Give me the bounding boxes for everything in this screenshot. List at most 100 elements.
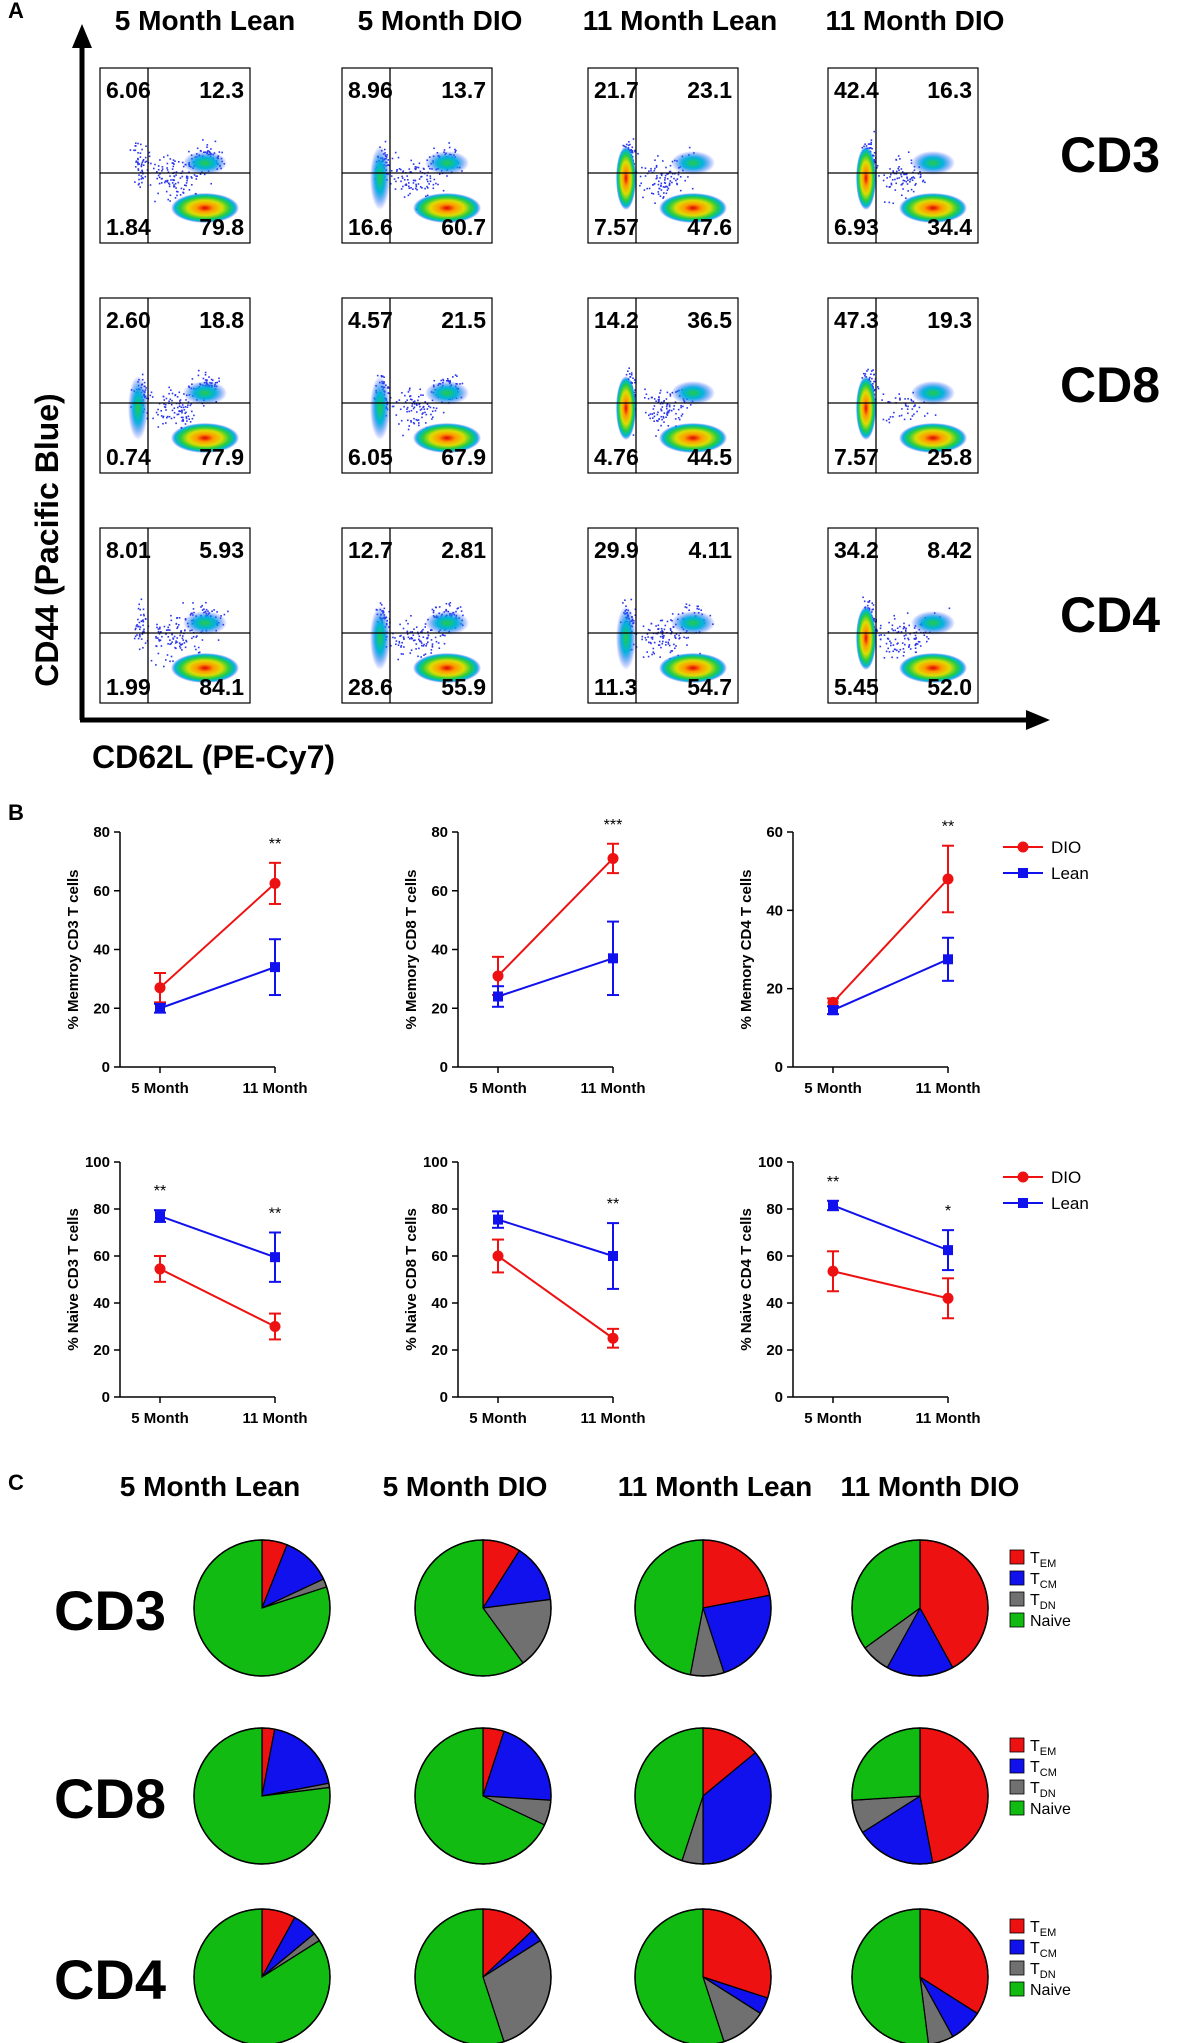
flow-event xyxy=(455,149,457,152)
flow-event xyxy=(668,644,671,647)
flow-event xyxy=(408,168,411,170)
flow-event xyxy=(666,178,669,180)
flow-event xyxy=(631,151,634,153)
flow-event xyxy=(406,175,408,177)
flow-event xyxy=(883,657,886,659)
flow-event xyxy=(648,641,650,644)
flow-event xyxy=(138,182,140,185)
flow-event xyxy=(905,197,907,199)
flow-event xyxy=(899,158,901,160)
flow-density xyxy=(856,596,967,683)
flow-event xyxy=(864,143,866,145)
flow-event xyxy=(876,167,878,169)
flow-event xyxy=(902,182,904,185)
flow-em-hotspot xyxy=(616,146,636,210)
flow-event xyxy=(151,396,154,398)
flow-event xyxy=(675,179,677,182)
flow-event xyxy=(907,405,909,408)
flow-event xyxy=(652,408,655,410)
flow-plot: 6.06 12.31.84 79.8 xyxy=(99,67,251,244)
flow-event xyxy=(172,638,175,640)
flow-plot: 14.2 36.54.76 44.5 xyxy=(587,297,739,474)
flow-event xyxy=(412,182,415,184)
flow-event xyxy=(170,179,172,181)
flow-event xyxy=(434,636,437,639)
flow-event xyxy=(204,374,207,376)
flow-event xyxy=(161,170,163,172)
flow-event xyxy=(903,173,906,175)
flow-event xyxy=(431,643,434,645)
flow-event xyxy=(892,171,895,173)
flow-event xyxy=(663,628,666,631)
flow-event xyxy=(419,388,421,391)
flow-event xyxy=(426,403,429,405)
flow-event xyxy=(912,190,915,193)
flow-event xyxy=(167,198,169,201)
flow-event xyxy=(915,642,917,645)
flow-event xyxy=(413,400,416,402)
flow-quadrant-value: 34.4 xyxy=(927,214,972,240)
flow-event xyxy=(658,418,660,420)
flow-event xyxy=(907,190,909,192)
flow-event xyxy=(170,614,172,617)
flow-event xyxy=(424,401,426,403)
flow-event xyxy=(885,419,888,422)
flow-naive-hotspot xyxy=(659,193,727,223)
flow-event xyxy=(144,642,147,644)
flow-event xyxy=(409,395,412,397)
flow-event xyxy=(176,627,178,630)
flow-event xyxy=(392,636,394,639)
flow-event xyxy=(165,422,167,424)
flow-quadrant-value: 18.8 xyxy=(199,307,244,333)
flow-event xyxy=(409,192,411,195)
flow-event xyxy=(417,399,419,402)
flow-event xyxy=(443,642,446,645)
flow-event xyxy=(429,175,432,177)
flow-event xyxy=(652,193,655,195)
flow-event xyxy=(177,191,179,193)
flow-naive-hotspot xyxy=(659,423,727,453)
flow-quadrant-value: 16.3 xyxy=(927,77,972,103)
flow-event xyxy=(879,645,882,648)
flow-event xyxy=(887,631,890,633)
flow-event xyxy=(434,606,437,609)
flow-event xyxy=(630,374,633,376)
flow-event xyxy=(170,389,172,391)
flow-event xyxy=(678,634,680,637)
flow-event xyxy=(141,169,143,172)
flow-event xyxy=(432,183,435,186)
flow-event xyxy=(910,399,913,402)
flow-event xyxy=(205,601,207,604)
flow-event xyxy=(160,415,163,417)
flow-event xyxy=(916,410,918,413)
flow-density xyxy=(856,368,967,453)
flow-event xyxy=(409,387,411,390)
flow-event xyxy=(662,160,664,162)
flow-event xyxy=(659,195,662,197)
flow-column-header: 5 Month DIO xyxy=(358,5,523,36)
flow-event xyxy=(410,637,413,640)
flow-event xyxy=(915,651,917,654)
flow-event xyxy=(376,374,379,377)
flow-event xyxy=(400,634,402,637)
flow-event xyxy=(422,645,425,647)
flow-event xyxy=(664,179,666,181)
flow-event xyxy=(415,167,417,170)
flow-event xyxy=(184,646,187,649)
flow-event xyxy=(902,655,905,657)
flow-event xyxy=(645,411,647,414)
flow-event xyxy=(185,416,188,418)
flow-event xyxy=(685,603,688,605)
flow-event xyxy=(221,151,223,154)
flow-event xyxy=(448,146,451,149)
flow-event xyxy=(910,159,913,162)
flow-event xyxy=(166,154,169,157)
flow-event xyxy=(660,174,663,177)
flow-event xyxy=(671,613,674,615)
flow-event xyxy=(889,168,891,170)
flow-event xyxy=(661,642,663,645)
flow-event xyxy=(671,181,673,184)
flow-event xyxy=(909,418,912,420)
flow-event xyxy=(907,398,909,400)
flow-event xyxy=(423,408,426,410)
